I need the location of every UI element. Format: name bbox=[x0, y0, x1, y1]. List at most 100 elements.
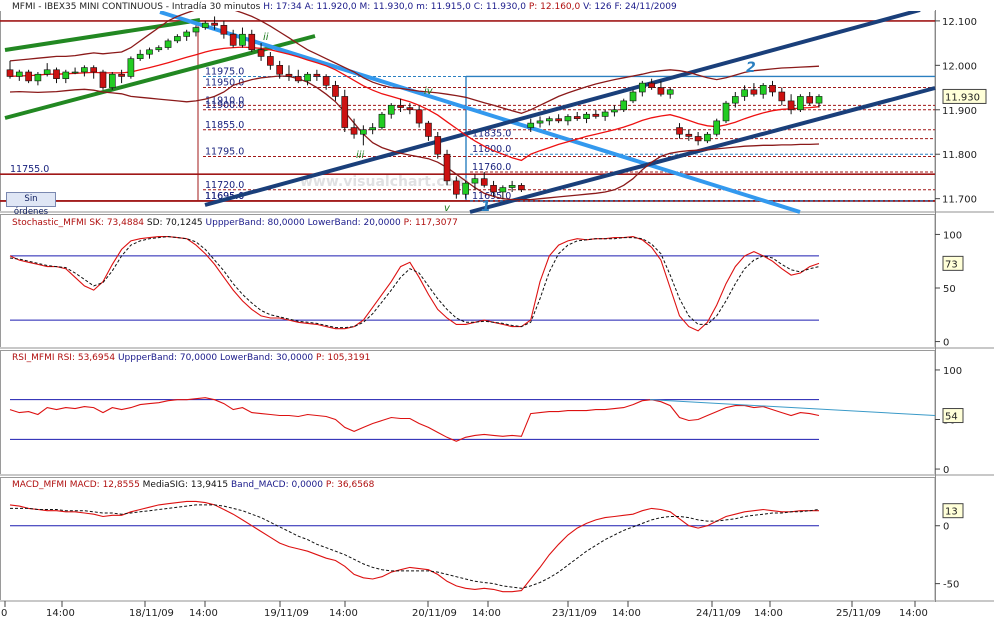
watermark-text: www.visualchart.com bbox=[300, 174, 469, 190]
candle-body bbox=[629, 91, 637, 102]
candle-body bbox=[676, 127, 683, 135]
title-segment: V: 126 bbox=[583, 2, 614, 12]
candle-body bbox=[601, 111, 609, 117]
price-level-label: 11855.0 bbox=[205, 120, 244, 131]
price-level-label: 11755.0 bbox=[10, 164, 49, 175]
wave-label: ii bbox=[263, 32, 269, 43]
price-level-label: 11720.0 bbox=[205, 180, 244, 191]
candle-body bbox=[155, 47, 163, 51]
candle-body bbox=[239, 33, 246, 46]
panel-frame-rsi bbox=[0, 350, 936, 476]
candle-body bbox=[34, 73, 42, 82]
panel-separator-price bbox=[0, 211, 994, 213]
panel-separator-rsi bbox=[0, 474, 994, 476]
candle-body bbox=[369, 127, 376, 131]
candle-body bbox=[294, 76, 302, 82]
indicator-series-line bbox=[9, 236, 820, 329]
time-tick-label: 14:00 bbox=[46, 608, 75, 619]
title-segment: F: 24/11/2009 bbox=[614, 2, 677, 12]
candle-body bbox=[499, 187, 507, 193]
candle-body bbox=[778, 91, 786, 102]
candle-body bbox=[15, 71, 23, 77]
wave-label: iii bbox=[356, 150, 365, 161]
candle-body bbox=[592, 113, 600, 117]
candle-body bbox=[267, 56, 274, 66]
candle-body bbox=[425, 122, 432, 137]
candle-body bbox=[313, 73, 321, 77]
candle-body bbox=[378, 113, 386, 128]
candle-body bbox=[564, 116, 572, 122]
time-tick-label: 24/11/09 bbox=[696, 608, 741, 619]
wave-label: v bbox=[444, 203, 451, 214]
moving-average-line bbox=[9, 46, 820, 162]
candle-body bbox=[53, 69, 60, 79]
price-level-label: 11795.0 bbox=[205, 146, 244, 157]
title-segment: UppperBand: 70,0000 bbox=[118, 353, 220, 363]
candle-body bbox=[248, 33, 256, 51]
price-tick-label: 11.800 bbox=[942, 150, 977, 161]
candle-body bbox=[518, 185, 525, 191]
candle-body bbox=[434, 136, 442, 155]
indicator-tick-label: 100 bbox=[943, 230, 962, 241]
candle-body bbox=[797, 96, 804, 111]
title-segment: Band_MACD: 0,0000 bbox=[231, 480, 326, 490]
title-segment: RSI: 53,6954 bbox=[57, 353, 118, 363]
candle-body bbox=[285, 73, 293, 77]
candle-body bbox=[731, 96, 739, 104]
candle-body bbox=[6, 69, 14, 77]
title-segment: Stochastic_MFMI bbox=[12, 218, 89, 228]
title-segment: P: 12.160,0 bbox=[529, 2, 583, 12]
candle-body bbox=[573, 116, 581, 119]
price-tick-label: 11.900 bbox=[942, 106, 977, 117]
title-segment: m: 11.915,0 bbox=[416, 2, 474, 12]
green-trendline-upper bbox=[4, 18, 201, 52]
candle-body bbox=[62, 71, 70, 79]
price-level-label: 11695.0 bbox=[205, 191, 244, 202]
candle-body bbox=[722, 102, 730, 122]
candle-body bbox=[332, 85, 339, 97]
indicator-tick-label: 100 bbox=[943, 366, 962, 377]
candle-body bbox=[71, 71, 79, 74]
indicator-current-label: 73 bbox=[945, 259, 958, 270]
candle-body bbox=[611, 109, 618, 113]
time-tick-label: 20/11/09 bbox=[412, 608, 457, 619]
candle-body bbox=[174, 36, 181, 42]
title-segment: P: 105,3191 bbox=[316, 353, 370, 363]
candle-body bbox=[99, 71, 107, 88]
macd-panel-title: MACD_MFMI MACD: 12,8555 MediaSIG: 13,941… bbox=[12, 480, 375, 490]
title-segment: LowerBand: 30,0000 bbox=[220, 353, 316, 363]
candle-body bbox=[276, 65, 283, 75]
last-price-box bbox=[942, 88, 987, 104]
candle-body bbox=[806, 96, 814, 104]
candle-body bbox=[201, 22, 209, 28]
bollinger-upper-band bbox=[9, 6, 820, 114]
candle-body bbox=[81, 67, 88, 73]
indicator-tick-label: 50 bbox=[943, 284, 956, 295]
candle-body bbox=[183, 31, 191, 37]
candle-body bbox=[415, 109, 423, 124]
panel-separator-macd bbox=[0, 600, 994, 602]
title-segment: SD: 70,1245 bbox=[147, 218, 206, 228]
candle-body bbox=[387, 105, 395, 115]
time-tick-label: 14:00 bbox=[329, 608, 358, 619]
dark-blue-channel-upper bbox=[204, 8, 921, 207]
candle-body bbox=[490, 185, 497, 193]
candle-body bbox=[304, 73, 311, 82]
panel-separator-stoch bbox=[0, 347, 994, 349]
time-tick-label: 14:00 bbox=[899, 608, 928, 619]
title-segment: LowerBand: 20,0000 bbox=[308, 218, 404, 228]
wave-label: 1 bbox=[481, 199, 491, 215]
title-segment: M: 11.930,0 bbox=[360, 2, 417, 12]
title-segment: SK: 73,4884 bbox=[89, 218, 147, 228]
candle-body bbox=[360, 129, 367, 135]
last-price-label: 11.930 bbox=[945, 92, 980, 103]
candle-body bbox=[443, 153, 451, 182]
candle-body bbox=[350, 127, 358, 135]
candle-body bbox=[741, 89, 748, 97]
title-segment: MACD: 12,8555 bbox=[70, 480, 143, 490]
candle-body bbox=[322, 76, 330, 86]
candle-body bbox=[657, 87, 665, 95]
no-orders-button[interactable]: Sin órdenes bbox=[6, 192, 56, 217]
